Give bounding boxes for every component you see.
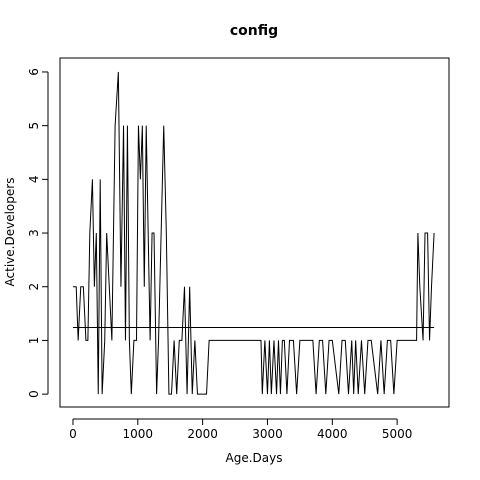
y-tick-label: 4: [27, 176, 41, 184]
data-line: [72, 71, 435, 395]
x-tick-label: 1000: [123, 427, 154, 441]
y-tick-label: 2: [27, 283, 41, 291]
chart-title: config: [230, 23, 278, 39]
y-tick-label: 5: [27, 122, 41, 130]
plot-box: [59, 57, 450, 408]
x-tick-label: 2000: [187, 427, 218, 441]
y-tick-label: 3: [27, 229, 41, 237]
x-tick-label: 4000: [317, 427, 348, 441]
y-tick-label: 1: [27, 337, 41, 345]
x-axis-label: Age.Days: [226, 451, 283, 465]
x-tick-label: 5000: [382, 427, 413, 441]
y-axis-label: Active.Developers: [3, 178, 17, 287]
x-tick-label: 3000: [252, 427, 283, 441]
y-tick-label: 0: [27, 390, 41, 398]
y-tick-label: 6: [27, 68, 41, 76]
x-tick-label: 0: [69, 427, 77, 441]
